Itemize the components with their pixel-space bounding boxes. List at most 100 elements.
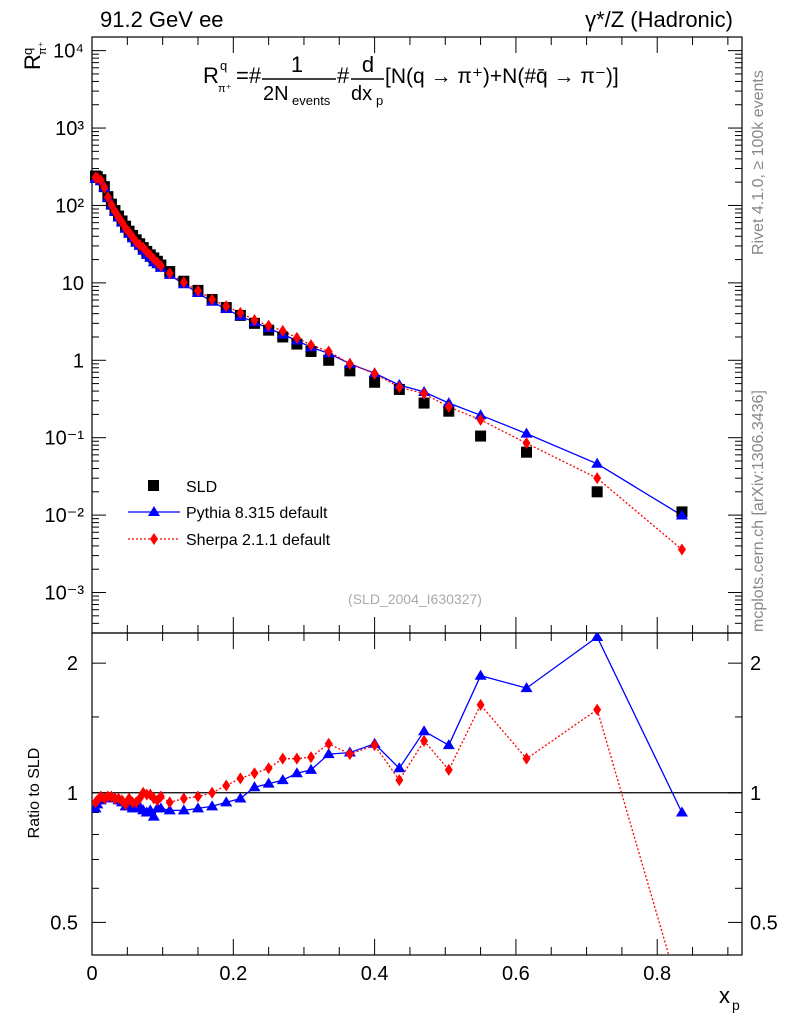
ratio-point-pythia	[393, 762, 406, 773]
x-axis-label-main: x	[719, 983, 730, 1008]
ratio-y-axis-label: Ratio to SLD	[26, 748, 43, 839]
main-point-sherpa	[444, 400, 453, 413]
ratio-point-pythia	[191, 802, 204, 813]
ratio-point-pythia	[418, 725, 431, 736]
ratio-y-tick-label-right: 0.5	[750, 912, 778, 934]
ratio-series	[92, 633, 688, 955]
ratio-line-pythia	[94, 636, 683, 819]
ratio-point-sherpa	[179, 792, 188, 805]
mcplots-label: mcplots.cern.ch [arXiv:1306.3436]	[750, 390, 767, 632]
analysis-watermark: (SLD_2004_I630327)	[348, 591, 482, 607]
formula-lhs-sup: q	[220, 58, 227, 73]
ratio-point-pythia	[206, 800, 219, 811]
main-point-sherpa	[193, 284, 202, 297]
main-y-tick-label: 10²	[55, 195, 84, 217]
main-point-sherpa	[522, 437, 531, 450]
main-point-sherpa	[100, 181, 109, 194]
ratio-point-sherpa	[222, 779, 231, 792]
main-point-sherpa	[165, 267, 174, 280]
ratio-point-pythia	[290, 767, 303, 778]
ratio-plot-frame	[91, 632, 743, 956]
main-point-sld	[323, 354, 335, 366]
ratio-point-pythia	[591, 633, 604, 642]
ratio-y-tick-label: 1	[67, 783, 78, 805]
x-tick-label: 0.2	[219, 963, 247, 985]
ratio-point-pythia	[154, 802, 167, 813]
main-point-sherpa	[103, 191, 112, 204]
plot-series	[89, 170, 688, 556]
ratio-point-sherpa	[522, 752, 531, 765]
main-point-sherpa	[208, 293, 217, 306]
x-axis-label-sub: p	[732, 997, 740, 1013]
legend-label-sherpa: Sherpa 2.1.1 default	[186, 532, 331, 549]
main-ylabel-main: R	[20, 54, 45, 70]
main-point-sld	[344, 365, 356, 377]
main-y-axis-label: R q π⁺	[20, 41, 49, 70]
main-ylabel-sup: q	[20, 48, 35, 55]
x-tick-label: 0.6	[502, 963, 530, 985]
legend-marker-sherpa	[150, 533, 158, 545]
ratio-point-pythia	[322, 748, 335, 759]
formula-lhs-sub: π⁺	[218, 83, 232, 95]
main-point-sld	[521, 446, 533, 458]
formula-lhs: R	[203, 63, 219, 88]
ratio-y-tick-label: 0.5	[50, 912, 78, 934]
ratio-point-pythia	[248, 781, 261, 792]
ratio-y-tick-label: 2	[67, 653, 78, 675]
ratio-point-sherpa	[156, 790, 165, 803]
main-point-sherpa	[370, 367, 379, 380]
legend-marker-pythia	[148, 506, 160, 516]
main-point-sherpa	[250, 314, 259, 327]
ratio-point-sherpa	[593, 703, 602, 716]
main-point-sherpa	[593, 472, 602, 485]
main-point-sherpa	[677, 543, 686, 556]
x-tick-label: 0.8	[643, 963, 671, 985]
main-point-sherpa	[324, 345, 333, 358]
ratio-y-tick-label-right: 2	[750, 653, 761, 675]
ratio-point-sherpa	[370, 739, 379, 752]
main-point-sherpa	[222, 300, 231, 313]
ratio-point-sherpa	[278, 752, 287, 765]
x-ticks: 0 0.2 0.4 0.6 0.8	[86, 37, 729, 985]
legend: SLD Pythia 8.315 default Sherpa 2.1.1 de…	[128, 479, 331, 549]
main-point-sherpa	[476, 413, 485, 426]
main-y-tick-label: 10⁴	[53, 41, 84, 63]
formula-frac2-den: dx	[351, 83, 372, 105]
main-point-sld	[369, 376, 381, 388]
main-point-sherpa	[420, 387, 429, 400]
main-y-tick-label: 10³	[55, 118, 84, 140]
x-tick-label: 0	[86, 963, 97, 985]
ratio-point-pythia	[305, 763, 318, 774]
ratio-point-sherpa	[420, 734, 429, 747]
ratio-point-sherpa	[345, 748, 354, 761]
ratio-point-pythia	[234, 792, 247, 803]
formula: R q π⁺ =# 1 2N events # d dx p [N(q → π⁺…	[203, 52, 619, 108]
main-point-sherpa	[307, 339, 316, 352]
ratio-point-pythia	[675, 806, 688, 817]
header-right-title: γ*/Z (Hadronic)	[585, 7, 733, 32]
main-point-sherpa	[395, 381, 404, 394]
ratio-point-pythia	[262, 777, 275, 788]
main-point-sld	[305, 345, 317, 357]
ratio-point-sherpa	[250, 767, 259, 780]
main-y-ticks: 10⁴ 10³ 10² 10 1 10⁻¹ 10⁻² 10⁻³	[45, 41, 742, 634]
ratio-point-pythia	[177, 804, 190, 815]
main-point-sherpa	[179, 276, 188, 289]
ratio-point-pythia	[163, 804, 176, 815]
main-point-sherpa	[236, 306, 245, 319]
ratio-point-sherpa	[193, 790, 202, 803]
ratio-point-sherpa	[292, 752, 301, 765]
main-point-sld	[591, 486, 603, 498]
main-point-pythia	[520, 427, 533, 438]
formula-rhs: [N(q → π⁺)+N(#q̄ → π⁻)]	[385, 65, 619, 88]
ratio-point-sherpa	[324, 737, 333, 750]
formula-frac1-den-sub: events	[292, 93, 331, 108]
main-point-pythia	[675, 509, 688, 520]
ratio-point-sherpa	[208, 786, 217, 799]
x-axis-label: x p	[719, 983, 740, 1013]
main-y-tick-label: 10⁻²	[45, 505, 85, 527]
ratio-series-group	[92, 633, 688, 955]
ratio-point-pythia	[520, 682, 533, 693]
formula-eq: =#	[236, 63, 262, 88]
